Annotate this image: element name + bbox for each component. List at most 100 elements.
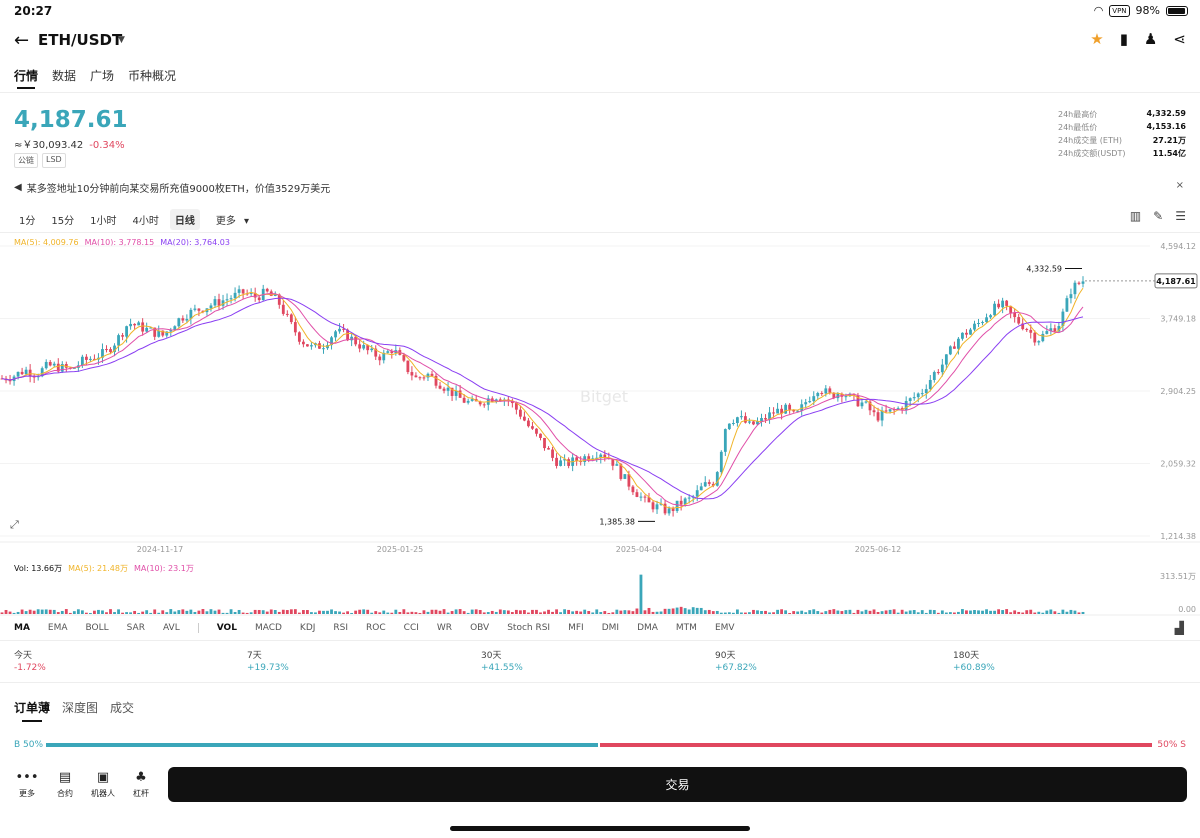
ind-kdj[interactable]: KDJ [299,623,316,633]
candle-body [101,349,104,358]
trade-button[interactable]: 交易 [168,767,1187,802]
interval-1d[interactable]: 日线 [169,209,200,230]
tag-chain[interactable]: 公链 [14,153,38,168]
stats-panel: 24h最高价 4,332.59 24h最低价 4,153.16 24h成交量 (ET… [1058,109,1186,161]
candle-body [322,348,325,350]
book-icon[interactable]: ▮ [1119,30,1128,48]
perf-label: 今天 [14,651,33,661]
nav-margin[interactable]: ♣ 杠杆 [128,770,154,799]
interval-1m[interactable]: 1分 [19,216,36,227]
ind-ema[interactable]: EMA [47,623,68,633]
candle-body [221,300,225,306]
ind-dma[interactable]: DMA [637,623,658,633]
nav-futures[interactable]: ▤ 合约 [52,770,78,799]
indicator-settings-icon[interactable]: ▟ [1174,621,1184,635]
stat-value: 4,153.16 [1146,122,1186,131]
candle-body [462,397,466,403]
nav-bot[interactable]: ▣ 机器人 [90,770,116,799]
candle-body [655,504,659,510]
volume-bar [587,610,591,614]
back-arrow-icon[interactable]: ← [14,30,30,51]
chart-type-icon[interactable]: ▥ [1129,209,1142,223]
tab-data[interactable]: 数据 [52,69,77,83]
volume-bar [687,609,691,614]
tab-square[interactable]: 广场 [90,69,115,83]
draw-pen-icon[interactable]: ✎ [1153,209,1164,223]
volume-bar [24,611,28,614]
tab-trades[interactable]: 成交 [110,701,135,715]
volume-bar [414,612,418,614]
ind-vol[interactable]: VOL [216,623,237,633]
notice-bar[interactable]: ◀ 某多签地址10分钟前向某交易所充值9000枚ETH，价值3529万美元 [14,180,330,195]
ind-avl[interactable]: AVL [162,623,180,633]
favorite-star-icon[interactable]: ★ [1090,30,1104,48]
candle-body [426,373,430,378]
price-chart[interactable]: Bitget 4,594.12 3,749.18 2,904.25 2,059.32 1… [0,234,1200,618]
volume-bar [852,612,856,614]
ind-boll[interactable]: BOLL [85,623,109,633]
ind-ma[interactable]: MA [14,623,30,633]
share-icon[interactable]: ⋖ [1173,30,1186,48]
ind-dmi[interactable]: DMI [601,623,620,633]
ind-roc[interactable]: ROC [366,623,386,633]
buy-ratio: B 50% [14,740,44,750]
candle-body [514,403,518,410]
settings-icon[interactable]: ☰ [1175,209,1186,223]
candle-body [482,404,486,406]
tab-overview[interactable]: 币种概况 [128,69,177,83]
interval-15m[interactable]: 15分 [51,216,75,227]
ind-rsi[interactable]: RSI [333,623,349,633]
candle-body [402,354,406,361]
volume-bar [197,610,201,614]
candle-body [422,377,426,379]
ind-cci[interactable]: CCI [403,623,419,633]
interval-1h[interactable]: 1小时 [90,216,117,227]
ind-sar[interactable]: SAR [126,623,145,633]
nav-more[interactable]: ••• 更多 [14,770,40,799]
volume-bar [848,609,852,614]
candle-body [442,388,446,391]
volume-bar [820,612,824,614]
candle-body [237,289,241,293]
volume-bar [780,609,784,614]
chevron-down-icon[interactable]: ▼ [118,35,125,45]
tab-market[interactable]: 行情 [14,69,39,89]
volume-bar [153,609,157,614]
candle-body [973,323,976,330]
pair-title[interactable]: ETH/USDT [38,31,123,49]
volume-bar [812,609,816,614]
candle-body [547,448,550,450]
candle-body [342,328,345,330]
divider [0,640,1200,641]
tag-lsd[interactable]: LSD [42,153,66,168]
notice-text[interactable]: 某多签地址10分钟前向某交易所充值9000枚ETH，价值3529万美元 [26,184,331,195]
volume-bar [896,612,900,614]
candle-body [957,338,960,349]
volume-bar [784,610,788,614]
candle-body [24,369,28,375]
ind-obv[interactable]: OBV [470,623,490,633]
close-icon[interactable]: × [1175,180,1184,191]
ind-stochrsi[interactable]: Stoch RSI [507,623,551,633]
candle-body [454,390,458,396]
volume-bar [928,609,932,614]
interval-4h[interactable]: 4小时 [132,216,159,227]
ind-emv[interactable]: EMV [714,623,735,633]
tab-depth[interactable]: 深度图 [62,701,99,715]
alert-bell-icon[interactable]: ♟ [1143,30,1158,48]
ind-mtm[interactable]: MTM [675,623,697,633]
candle-body [792,409,796,412]
tab-orderbook[interactable]: 订单薄 [14,701,51,722]
ind-mfi[interactable]: MFI [568,623,584,633]
volume-bar [1005,609,1009,614]
ind-wr[interactable]: WR [436,623,453,633]
volume-bar [543,611,546,614]
candle-body [293,322,297,333]
candle-body [768,412,771,420]
volume-bar [523,610,526,614]
candle-body [615,464,619,466]
candle-body [551,449,554,458]
interval-more[interactable]: 更多 ▾ [206,209,254,230]
ind-macd[interactable]: MACD [254,623,282,633]
expand-icon[interactable]: ⤢ [10,518,19,531]
